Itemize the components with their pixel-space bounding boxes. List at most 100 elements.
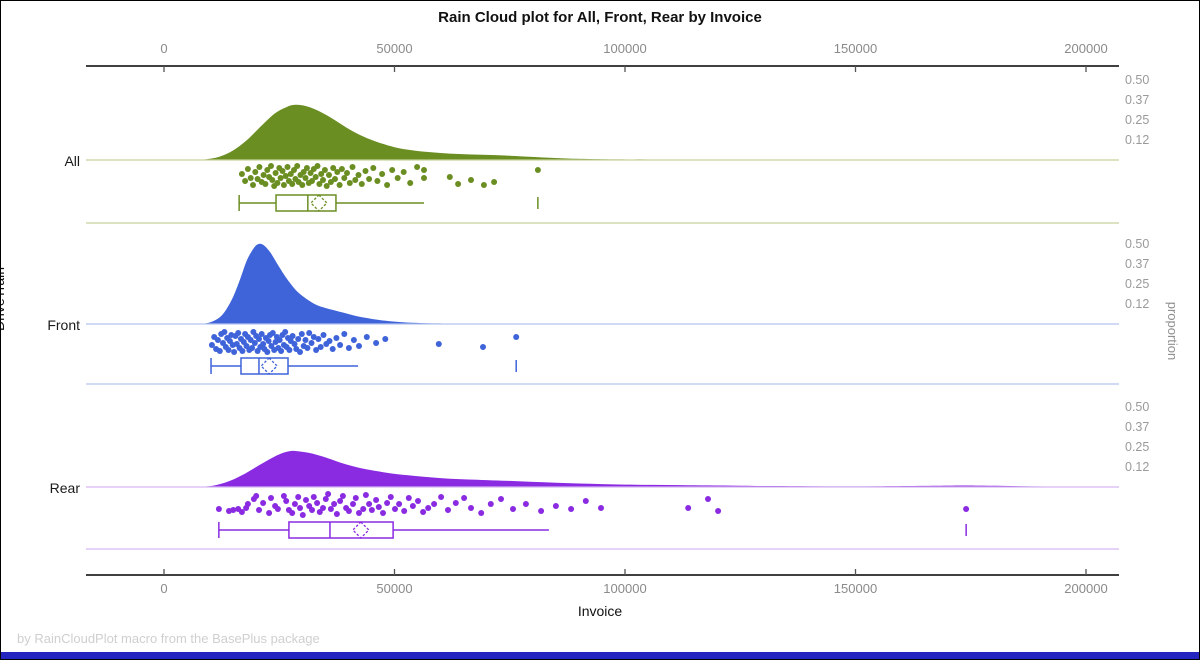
data-point (299, 512, 306, 518)
data-point (289, 510, 296, 516)
top-axis-tick-label: 200000 (1064, 41, 1108, 56)
top-axis-tick-label: 50000 (376, 41, 413, 56)
data-point (552, 503, 559, 509)
bottom-axis-tick-label: 100000 (603, 581, 647, 596)
data-point (309, 178, 315, 184)
top-axis-tick-label: 0 (160, 41, 168, 56)
data-point (303, 165, 310, 171)
data-point (360, 506, 367, 512)
data-point (339, 493, 346, 499)
data-point (287, 171, 294, 177)
bottom-window-bar (1, 652, 1199, 659)
data-point (452, 500, 459, 506)
data-point (345, 508, 352, 514)
data-point (325, 491, 332, 497)
data-point (329, 346, 336, 352)
data-point (358, 181, 365, 187)
data-point (344, 170, 350, 176)
data-point (230, 507, 237, 513)
data-point (370, 165, 377, 171)
data-point (279, 168, 286, 174)
data-point (306, 330, 313, 336)
bottom-axis-tick-label: 50000 (376, 581, 413, 596)
data-point (214, 337, 221, 343)
data-point (300, 169, 307, 175)
data-point (254, 176, 261, 182)
data-point (333, 511, 340, 517)
data-point (317, 344, 324, 350)
data-point (715, 508, 722, 514)
data-point (421, 175, 427, 181)
data-point (356, 343, 362, 349)
data-point (252, 169, 259, 175)
data-point (331, 501, 338, 507)
data-point (221, 329, 228, 335)
data-point (332, 176, 338, 182)
data-point (238, 171, 245, 177)
data-point (363, 334, 370, 340)
box-plot-front (210, 357, 517, 375)
data-point (297, 505, 303, 511)
footer-attribution: by RainCloudPlot macro from the BasePlus… (17, 631, 320, 646)
mean-diamond (260, 357, 279, 375)
data-point (250, 182, 256, 188)
data-point (480, 344, 486, 350)
data-point (468, 505, 474, 511)
data-point (215, 506, 222, 512)
box-plot-all (238, 194, 539, 212)
density-cloud-all (191, 104, 787, 160)
data-point (308, 340, 315, 346)
data-point (373, 497, 380, 503)
data-point (368, 507, 375, 513)
data-point (274, 180, 281, 186)
data-point (282, 173, 289, 179)
data-point (349, 164, 356, 170)
proportion-tick-label: 0.12 (1125, 133, 1150, 147)
panel-rear (86, 450, 1119, 550)
data-point (362, 168, 369, 174)
data-point (510, 506, 516, 512)
data-point (963, 506, 970, 512)
data-point (321, 167, 328, 173)
data-point (310, 334, 317, 340)
data-point (284, 164, 291, 170)
data-point (446, 174, 453, 180)
data-point (350, 501, 356, 507)
data-point (352, 177, 359, 183)
data-point (286, 347, 293, 353)
data-point (244, 166, 251, 172)
rain-points-rear (215, 491, 970, 518)
data-point (318, 171, 325, 177)
proportion-tick-label: 0.12 (1125, 460, 1150, 474)
data-point (414, 164, 421, 170)
data-point (235, 330, 242, 336)
data-point (375, 504, 382, 510)
data-point (373, 340, 380, 346)
data-point (407, 180, 414, 186)
density-cloud-front (200, 243, 542, 324)
data-point (320, 177, 326, 183)
data-point (338, 166, 345, 172)
x-axis-label: Invoice (577, 603, 623, 619)
data-point (425, 505, 432, 511)
data-point (242, 178, 249, 184)
data-point (225, 347, 232, 353)
data-point (269, 177, 276, 183)
data-point (312, 174, 319, 180)
data-point (264, 167, 271, 173)
data-point (382, 336, 389, 342)
data-point (350, 337, 357, 343)
data-point (258, 331, 265, 337)
data-point (216, 348, 223, 354)
data-point (480, 182, 487, 188)
proportion-tick-label: 0.37 (1125, 420, 1150, 434)
data-point (283, 498, 290, 504)
iqr-box (288, 521, 394, 539)
data-point (534, 167, 541, 173)
data-point (387, 494, 394, 500)
data-point (491, 179, 498, 185)
data-point (322, 496, 329, 502)
proportion-tick-label: 0.25 (1125, 440, 1150, 454)
